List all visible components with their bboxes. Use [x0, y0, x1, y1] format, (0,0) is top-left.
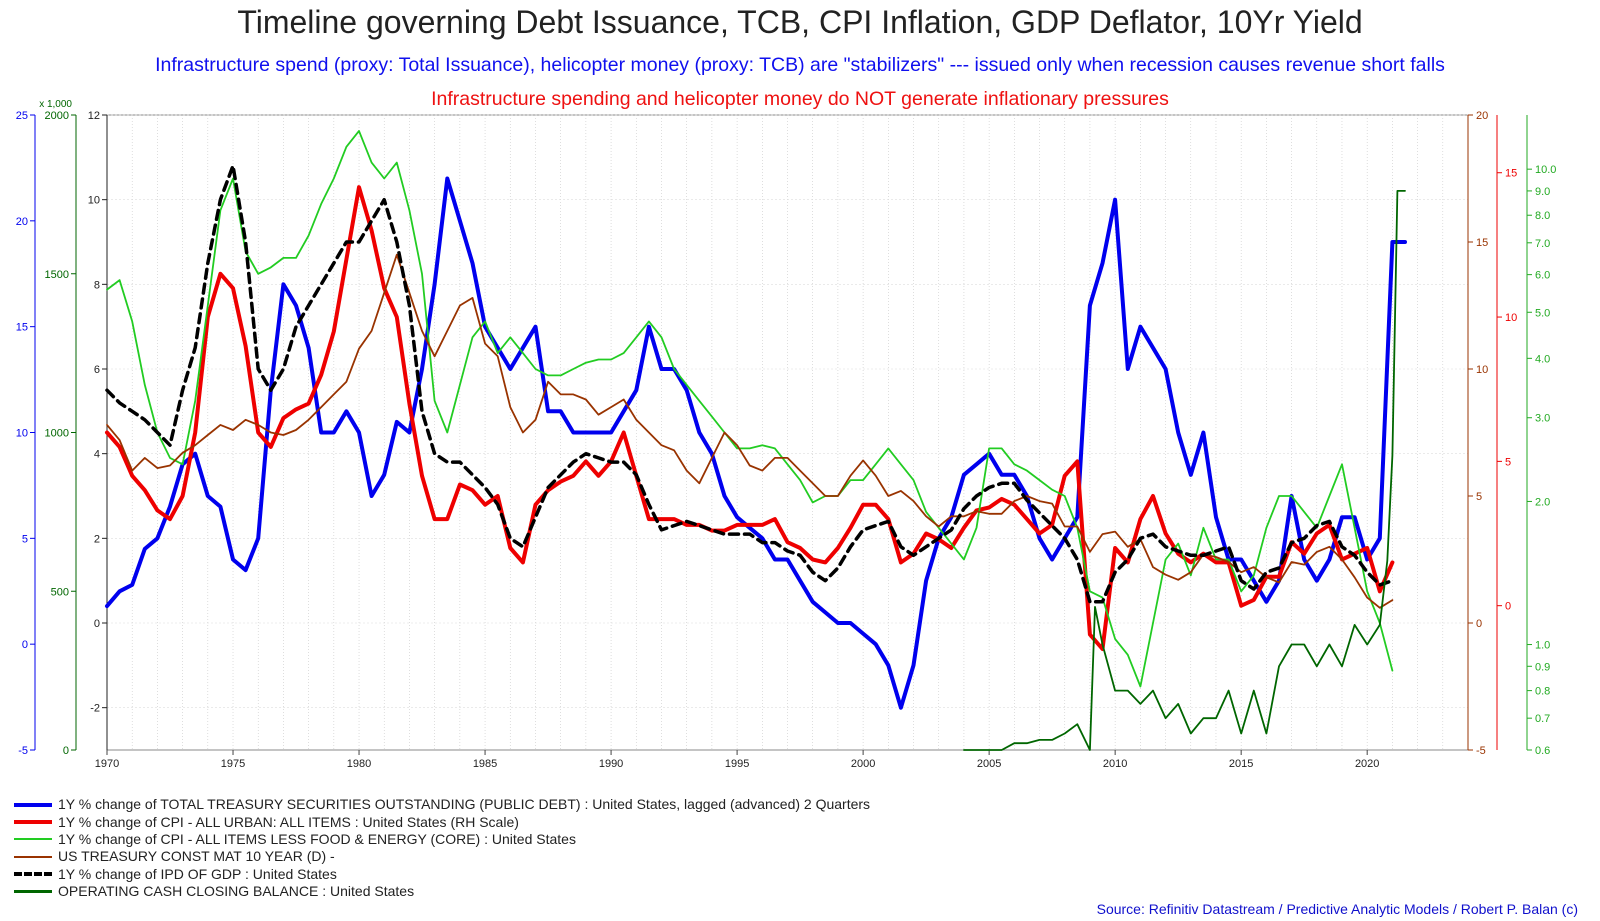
- x-tick-label: 2020: [1355, 758, 1379, 770]
- legend-label: US TREASURY CONST MAT 10 YEAR (D) -: [58, 848, 335, 865]
- y-tick-label: 15: [1505, 168, 1517, 180]
- y-tick-label: 0: [63, 745, 69, 757]
- y-tick-label: 3.0: [1535, 413, 1550, 425]
- x-tick-label: 2015: [1229, 758, 1253, 770]
- x-tick-label: 2010: [1103, 758, 1127, 770]
- chart-title: Timeline governing Debt Issuance, TCB, C…: [237, 4, 1363, 40]
- y-tick-label: 2.0: [1535, 496, 1550, 508]
- y-tick-label: 0.8: [1535, 686, 1550, 698]
- y-tick-label: 15: [1476, 237, 1488, 249]
- y-tick-label: -2: [90, 703, 100, 715]
- chart-subtitle-2: Infrastructure spending and helicopter m…: [431, 88, 1169, 110]
- chart-grid: [106, 114, 1469, 751]
- y-tick-label: 8.0: [1535, 210, 1550, 222]
- legend-swatch: [14, 855, 52, 858]
- y-tick-label: 0.6: [1535, 745, 1550, 757]
- chart-source: Source: Refinitiv Datastream / Predictiv…: [1096, 901, 1578, 917]
- legend-label: 1Y % change of CPI - ALL URBAN: ALL ITEM…: [58, 813, 519, 830]
- chart-series: [105, 129, 1407, 751]
- y-tick-label: 10.0: [1535, 164, 1556, 176]
- y-tick-label: 0.7: [1535, 713, 1550, 725]
- axis-multiplier: x 1,000: [39, 99, 72, 110]
- y-tick-label: 6.0: [1535, 270, 1550, 282]
- legend-label: OPERATING CASH CLOSING BALANCE : United …: [58, 883, 415, 900]
- y-tick-label: 0: [94, 618, 100, 630]
- y-tick-label: 10: [1505, 312, 1517, 324]
- series-line-1: [105, 176, 1407, 710]
- y-tick-label: 4: [94, 449, 100, 461]
- x-tick-label: 1985: [473, 758, 497, 770]
- y-tick-label: 5: [1476, 491, 1482, 503]
- chart-axes: 1970 1975 1980 1985 1990 1995 2000 2005 2010 2015…: [16, 99, 1557, 770]
- y-tick-label: 10: [16, 428, 28, 440]
- y-tick-label: 5: [1505, 456, 1511, 468]
- legend-swatch: [14, 820, 52, 825]
- x-tick-label: 1995: [725, 758, 749, 770]
- legend-swatch: [14, 838, 52, 841]
- y-tick-label: 1500: [45, 269, 69, 281]
- y-tick-label: 15: [16, 322, 28, 334]
- y-tick-label: -5: [18, 745, 28, 757]
- chart-subtitle-1: Infrastructure spend (proxy: Total Issua…: [155, 54, 1445, 76]
- legend-swatch: [14, 872, 52, 877]
- y-tick-label: 10: [1476, 364, 1488, 376]
- plot-frame: [106, 114, 1469, 751]
- x-tick-label: 1975: [221, 758, 245, 770]
- x-tick-label: 1990: [599, 758, 623, 770]
- y-tick-label: 8: [94, 279, 100, 291]
- series-line-2: [105, 185, 1395, 651]
- y-tick-label: 5.0: [1535, 307, 1550, 319]
- y-tick-label: 25: [16, 110, 28, 122]
- x-tick-label: 1970: [95, 758, 119, 770]
- y-tick-label: 10: [88, 195, 100, 207]
- y-tick-label: 1000: [45, 428, 69, 440]
- y-tick-label: 2000: [45, 110, 69, 122]
- legend-entry-core-cpi: 1Y % change of CPI - ALL ITEMS LESS FOOD…: [14, 831, 870, 848]
- legend-label: 1Y % change of IPD OF GDP : United State…: [58, 865, 337, 882]
- x-tick-label: 2005: [977, 758, 1001, 770]
- legend-entry-cash-balance: OPERATING CASH CLOSING BALANCE : United …: [14, 883, 870, 900]
- y-tick-label: 0: [1505, 601, 1511, 613]
- series-line-6: [963, 189, 1406, 751]
- y-tick-label: 2: [94, 533, 100, 545]
- x-tick-label: 1980: [347, 758, 371, 770]
- y-tick-label: 20: [1476, 110, 1488, 122]
- legend-entry-10yr: US TREASURY CONST MAT 10 YEAR (D) -: [14, 848, 870, 865]
- legend-entry-ipd-gdp: 1Y % change of IPD OF GDP : United State…: [14, 866, 870, 883]
- y-tick-label: 7.0: [1535, 238, 1550, 250]
- legend-swatch: [14, 890, 52, 894]
- y-tick-label: 1.0: [1535, 640, 1550, 652]
- y-tick-label: -5: [1476, 745, 1486, 757]
- y-tick-label: 0: [22, 639, 28, 651]
- y-tick-label: 0: [1476, 618, 1482, 630]
- y-tick-label: 9.0: [1535, 186, 1550, 198]
- legend-label: 1Y % change of CPI - ALL ITEMS LESS FOOD…: [58, 830, 576, 847]
- y-tick-label: 4.0: [1535, 353, 1550, 365]
- y-tick-label: 0.9: [1535, 661, 1550, 673]
- legend-entry-cpi: 1Y % change of CPI - ALL URBAN: ALL ITEM…: [14, 813, 870, 830]
- y-tick-label: 6: [94, 364, 100, 376]
- y-tick-label: 500: [51, 586, 69, 598]
- y-tick-label: 20: [16, 216, 28, 228]
- series-line-3: [106, 129, 1394, 688]
- legend-swatch: [14, 802, 52, 807]
- y-tick-label: 5: [22, 533, 28, 545]
- series-line-4: [106, 253, 1394, 609]
- x-tick-label: 2000: [851, 758, 875, 770]
- legend-label: 1Y % change of TOTAL TREASURY SECURITIES…: [58, 796, 871, 813]
- chart-legend: 1Y % change of TOTAL TREASURY SECURITIES…: [14, 796, 870, 900]
- y-tick-label: 12: [88, 110, 100, 122]
- series-line-5: [105, 164, 1395, 604]
- legend-entry-public-debt: 1Y % change of TOTAL TREASURY SECURITIES…: [14, 796, 870, 813]
